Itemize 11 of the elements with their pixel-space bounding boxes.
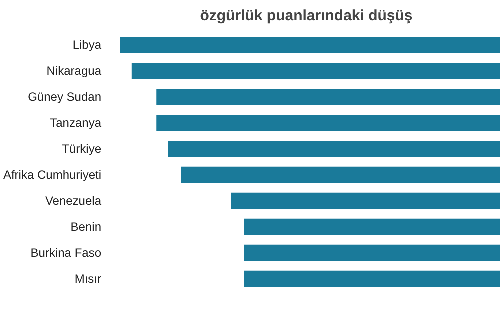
y-tick-label: Nikaragua [46,64,102,78]
y-tick-label: Burkina Faso [30,246,102,260]
y-tick-label: Türkiye [62,142,102,156]
y-tick-label: Benin [70,220,102,234]
chart-title: özgürlük puanlarındaki düşüş [200,8,413,24]
y-tick-label: Libya [72,38,102,52]
y-tick-label: Tanzanya [50,116,102,130]
y-tick-label: Güney Sudan [28,90,102,104]
y-tick-label: Mısır [74,272,102,286]
y-tick-label: Afrika Cumhuriyeti [3,168,102,182]
y-tick-label: Venezuela [45,194,102,208]
